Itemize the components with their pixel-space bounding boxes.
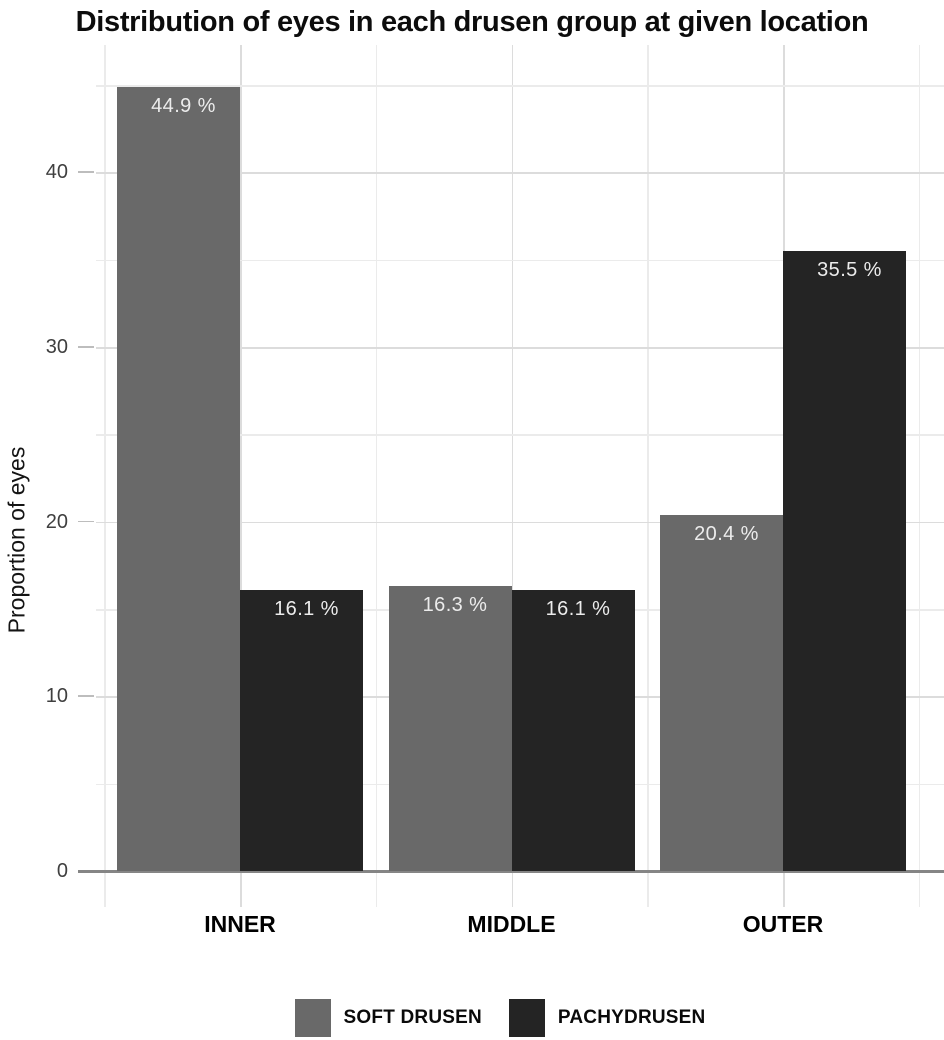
legend: SOFT DRUSEN PACHYDRUSEN bbox=[0, 999, 944, 1037]
gridline-v-major bbox=[511, 45, 513, 907]
bar-soft-drusen-outer bbox=[660, 514, 783, 871]
gridline-v-major bbox=[240, 45, 242, 907]
x-category-label-outer: OUTER bbox=[742, 911, 824, 937]
gridline-v-minor bbox=[104, 45, 106, 907]
y-axis-tick-label: 20 bbox=[45, 510, 68, 533]
gridline-h-minor bbox=[96, 259, 944, 262]
y-axis-tick-label: 0 bbox=[56, 860, 68, 882]
legend-swatch-pachydrusen bbox=[508, 999, 545, 1037]
bar-soft-drusen-middle bbox=[388, 586, 512, 871]
bar-value-label: 35.5 % bbox=[817, 258, 882, 281]
x-axis-line bbox=[78, 870, 944, 873]
bar-pachydrusen-inner bbox=[240, 589, 363, 871]
legend-label-soft-drusen: SOFT DRUSEN bbox=[343, 1007, 482, 1028]
y-axis-tick-label: 40 bbox=[45, 161, 68, 184]
y-axis-tick bbox=[78, 695, 94, 698]
x-category-label-middle: MIDDLE bbox=[467, 911, 556, 937]
gridline-h-major bbox=[96, 347, 944, 349]
y-axis-tick bbox=[78, 346, 94, 348]
gridline-v-minor bbox=[375, 45, 378, 907]
gridline-v-minor bbox=[647, 45, 649, 907]
x-category-label-inner: INNER bbox=[204, 911, 276, 937]
gridline-h-major bbox=[96, 521, 944, 524]
y-axis-title: Proportion of eyes bbox=[3, 446, 30, 634]
y-axis-tick-label: 10 bbox=[45, 685, 68, 708]
legend-swatch-soft-drusen bbox=[294, 999, 331, 1037]
y-axis-tick bbox=[78, 520, 94, 523]
bar-value-label: 16.3 % bbox=[422, 594, 488, 617]
legend-item-soft-drusen: SOFT DRUSEN bbox=[294, 999, 482, 1037]
gridline-h-minor bbox=[96, 434, 944, 436]
legend-item-pachydrusen: PACHYDRUSEN bbox=[508, 999, 706, 1037]
legend-label-pachydrusen: PACHYDRUSEN bbox=[557, 1007, 706, 1028]
bar-value-label: 16.1 % bbox=[274, 597, 339, 620]
gridline-h-major bbox=[96, 172, 944, 174]
chart-title: Distribution of eyes in each drusen grou… bbox=[75, 6, 869, 38]
y-axis-tick bbox=[78, 171, 94, 174]
bar-soft-drusen-inner bbox=[117, 86, 240, 871]
bar-pachydrusen-outer bbox=[783, 250, 906, 871]
bar-value-label: 16.1 % bbox=[545, 597, 611, 620]
y-axis-tick-label: 30 bbox=[45, 336, 68, 359]
bar-value-label: 20.4 % bbox=[694, 522, 759, 545]
bar-pachydrusen-middle bbox=[511, 589, 635, 871]
gridline-v-minor bbox=[918, 45, 921, 907]
gridline-h-minor bbox=[96, 85, 944, 87]
bar-value-label: 44.9 % bbox=[151, 94, 216, 117]
